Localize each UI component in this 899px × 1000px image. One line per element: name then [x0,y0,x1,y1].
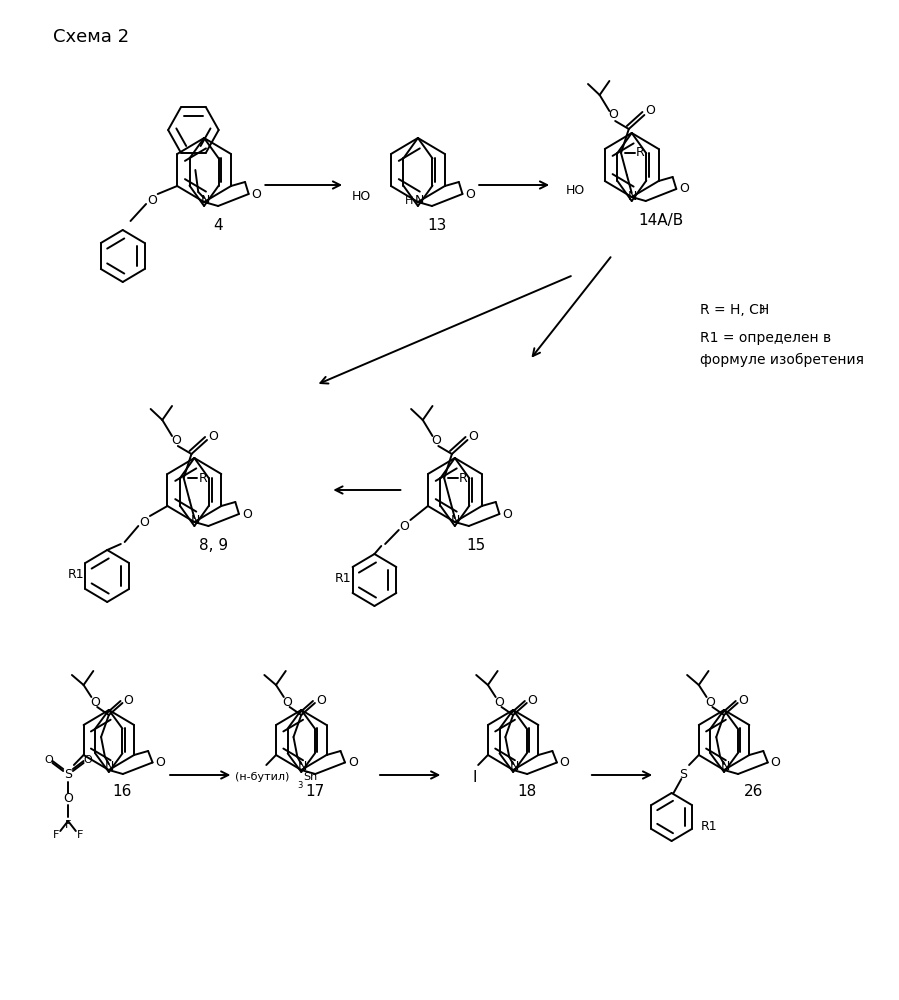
Text: O: O [123,694,133,706]
Text: N: N [415,194,424,208]
Text: R: R [636,146,645,159]
Text: O: O [44,755,53,765]
Text: 17: 17 [306,784,325,800]
Text: F: F [65,820,71,830]
Text: N: N [298,760,307,774]
Text: O: O [242,508,252,520]
Text: 14A/B: 14A/B [638,213,683,228]
Text: 8, 9: 8, 9 [200,538,228,552]
Text: O: O [468,430,478,442]
Text: R1: R1 [67,568,85,580]
Text: N: N [720,760,730,774]
Text: S: S [64,768,72,782]
Text: 3: 3 [758,305,764,315]
Text: O: O [90,696,100,708]
Text: O: O [739,694,749,706]
Text: Sn: Sn [303,772,317,782]
Text: 13: 13 [428,218,447,232]
Text: R = H, CH: R = H, CH [699,303,769,317]
Text: O: O [528,694,538,706]
Text: O: O [560,756,570,769]
Text: 3: 3 [298,781,303,790]
Text: O: O [503,508,512,520]
Text: N: N [628,190,637,202]
Text: H: H [405,196,413,206]
Text: O: O [63,792,73,806]
Text: O: O [252,188,262,200]
Text: O: O [645,104,655,117]
Text: O: O [609,108,619,121]
Text: HO: HO [566,184,585,198]
Text: F: F [53,830,59,840]
Text: N: N [510,760,519,774]
Text: 26: 26 [743,784,763,800]
Text: O: O [770,756,780,769]
Text: O: O [432,434,441,446]
Text: O: O [348,756,358,769]
Text: HO: HO [352,190,371,202]
Text: O: O [171,434,181,446]
Text: R1: R1 [335,572,352,584]
Text: N: N [105,760,114,774]
Text: O: O [494,696,504,708]
Text: O: O [156,756,165,769]
Text: O: O [679,182,689,196]
Text: O: O [83,755,92,765]
Text: Схема 2: Схема 2 [53,28,129,46]
Text: O: O [147,194,156,207]
Text: O: O [466,188,476,200]
Text: O: O [208,430,218,442]
Text: формуле изобретения: формуле изобретения [699,353,864,367]
Text: R1 = определен в: R1 = определен в [699,331,831,345]
Text: N: N [200,194,209,208]
Text: I: I [472,770,476,784]
Text: N: N [191,514,200,528]
Text: S: S [680,768,687,782]
Text: O: O [316,694,325,706]
Text: O: O [139,516,149,528]
Text: 18: 18 [517,784,537,800]
Text: (н-бутил): (н-бутил) [236,772,289,782]
Text: R: R [199,472,208,485]
Text: O: O [706,696,716,708]
Text: 15: 15 [467,538,485,552]
Text: O: O [400,520,410,532]
Text: O: O [283,696,292,708]
Text: 16: 16 [112,784,132,800]
Text: F: F [76,830,83,840]
Text: R: R [459,472,468,485]
Text: 4: 4 [213,218,223,232]
Text: R1: R1 [700,820,717,834]
Text: N: N [451,514,460,528]
